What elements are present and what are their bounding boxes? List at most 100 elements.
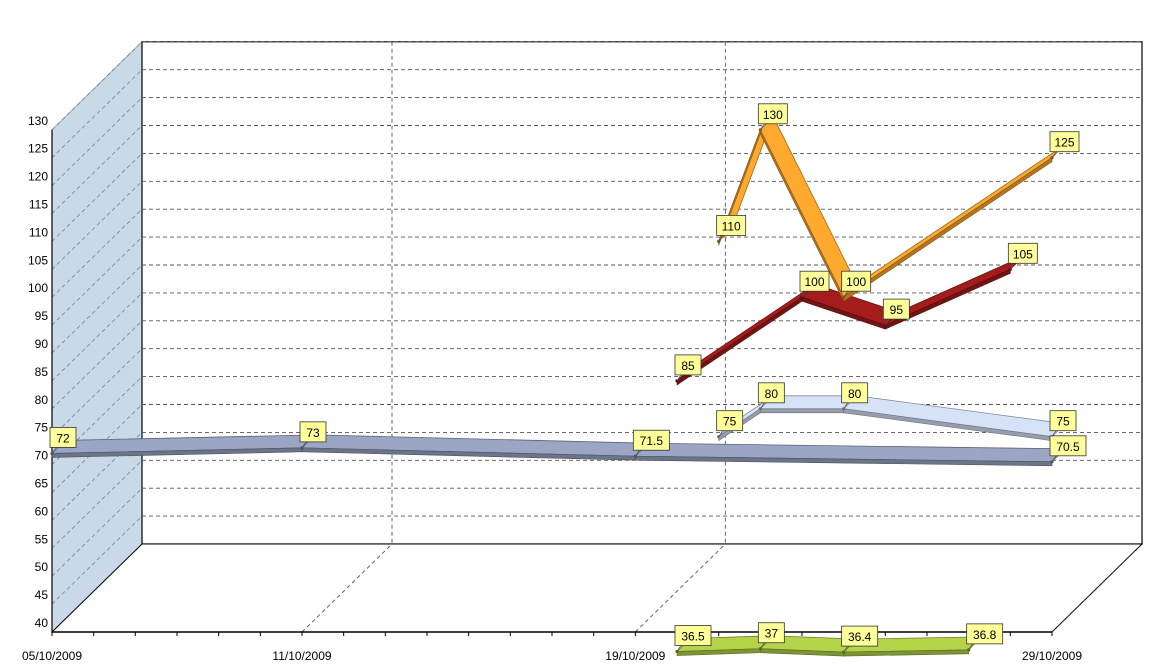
data-label-leader (1051, 430, 1057, 437)
y-tick-label: 100 (28, 281, 48, 295)
data-label-leader (301, 441, 307, 449)
data-label-leader (968, 643, 973, 651)
data-label-text: 110 (722, 219, 741, 233)
data-label-box (716, 214, 747, 236)
ribbon-edge (760, 408, 844, 414)
data-label-box (882, 298, 910, 320)
data-label: 80 (757, 382, 785, 410)
data-label: 70.5 (1049, 435, 1087, 463)
data-label-text: 75 (1056, 415, 1070, 429)
data-label-box (1049, 131, 1080, 153)
data-label-leader (718, 235, 723, 242)
data-label-text: 36.4 (848, 630, 872, 644)
data-label: 105 (1007, 242, 1038, 270)
x-tick-label: 05/10/2009 (22, 649, 82, 663)
data-label-text: 72 (56, 431, 70, 445)
data-label-text: 100 (804, 275, 824, 289)
data-label-leader (801, 290, 807, 298)
chart-walls (50, 40, 1144, 634)
y-tick-label: 45 (35, 588, 49, 602)
y-tick-label: 85 (35, 365, 49, 379)
data-label-text: 36.8 (973, 628, 997, 642)
data-label-text: 80 (765, 387, 779, 401)
data-label: 125 (1049, 131, 1080, 158)
data-label-leader (1051, 455, 1057, 463)
data-label-leader (718, 430, 723, 437)
data-label: 36.4 (841, 625, 879, 653)
data-label-text: 100 (846, 275, 866, 289)
data-label-leader (843, 645, 848, 653)
data-label-text: 130 (763, 108, 783, 122)
data-label-text: 37 (765, 627, 779, 641)
data-label-leader (760, 123, 765, 131)
data-label-box (674, 625, 712, 646)
data-label-leader (760, 402, 765, 410)
series-ribbon (675, 635, 983, 657)
data-label-leader (1010, 263, 1015, 270)
x-tick-label: 11/10/2009 (272, 649, 331, 663)
data-label: 80 (841, 382, 869, 410)
data-label-leader (760, 642, 765, 649)
data-label-box (299, 421, 327, 443)
data-label-text: 80 (848, 387, 862, 401)
data-label-text: 105 (1013, 247, 1033, 261)
data-label-box (841, 270, 872, 292)
data-label: 36.5 (674, 625, 712, 652)
data-label-text: 125 (1054, 136, 1074, 150)
data-label-text: 75 (723, 415, 737, 429)
x-tick-label: 19/10/2009 (605, 649, 665, 663)
data-label-text: 36.5 (681, 630, 705, 644)
y-tick-label: 75 (35, 421, 49, 435)
data-label-box (632, 429, 670, 451)
series-ribbon (675, 255, 1024, 386)
data-label: 85 (674, 354, 702, 382)
y-tick-label: 115 (29, 198, 48, 212)
data-label: 75 (716, 410, 744, 437)
data-label: 100 (799, 270, 830, 298)
data-label: 75 (1049, 410, 1077, 437)
data-label: 36.8 (966, 623, 1004, 651)
data-label-leader (676, 374, 682, 382)
data-labels: 72 73 71.5 70.5 75 80 80 75 85 100 95 105 110 130 100 1… (49, 103, 1087, 653)
y-axis-tick-labels: 40 45 50 55 60 65 70 75 80 85 90 95 100 105 110 115 120 1… (28, 114, 48, 630)
y-tick-label: 55 (35, 532, 49, 546)
data-label-text: 95 (890, 303, 904, 317)
data-label-text: 71.5 (640, 434, 664, 448)
data-label-leader (635, 450, 640, 457)
data-label-text: 73 (306, 426, 320, 440)
floor (50, 543, 1144, 633)
x-axis-tick-labels: 05/10/2009 11/10/2009 19/10/2009 29/10/2009 (22, 649, 1082, 663)
data-label: 100 (841, 270, 872, 298)
data-label-box (1049, 410, 1077, 432)
data-label-box (841, 625, 879, 647)
ribbon-edge (843, 649, 969, 657)
data-label-box (757, 103, 788, 125)
y-tick-label: 40 (35, 616, 49, 630)
data-label-box (966, 623, 1004, 645)
y-tick-label: 110 (29, 225, 48, 239)
data-label-leader (843, 290, 848, 298)
y-tick-label: 70 (35, 449, 49, 463)
y-tick-label: 50 (35, 560, 49, 574)
left-wall (51, 40, 143, 634)
x-tick-label: 29/10/2009 (1022, 649, 1082, 663)
data-label-box (841, 382, 869, 404)
data-label-box (716, 410, 744, 432)
ribbon-edge (843, 157, 1053, 302)
data-label-text: 85 (681, 359, 695, 373)
data-label-box (49, 427, 77, 448)
data-label-leader (843, 402, 848, 410)
y-tick-label: 130 (28, 114, 48, 128)
data-label-box (757, 622, 785, 644)
data-label-text: 70.5 (1056, 440, 1080, 454)
data-label-leader (1051, 151, 1057, 158)
y-tick-label: 105 (28, 253, 48, 267)
data-label-box (757, 382, 785, 404)
data-label: 37 (757, 622, 785, 649)
y-tick-label: 125 (28, 142, 48, 156)
data-label: 95 (882, 298, 910, 326)
data-label: 71.5 (632, 429, 670, 457)
data-label-leader (51, 447, 57, 454)
series-ribbon (50, 434, 1066, 467)
